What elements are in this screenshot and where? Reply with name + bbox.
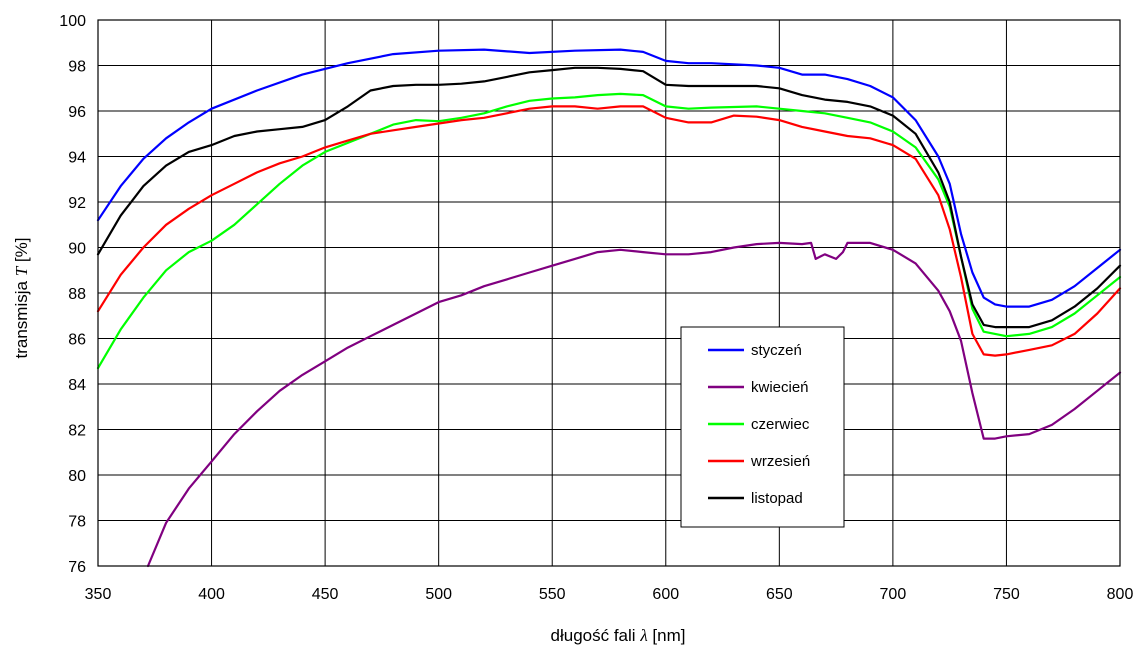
- x-axis-title: długość fali λ [nm]: [551, 626, 686, 645]
- y-tick-label: 80: [68, 468, 86, 485]
- legend-label: styczeń: [751, 342, 802, 359]
- x-tick-label: 400: [198, 586, 225, 603]
- y-axis-title-symbol: T: [12, 265, 31, 276]
- y-tick-label: 90: [68, 241, 86, 258]
- y-tick-label: 76: [68, 559, 86, 576]
- y-tick-label: 92: [68, 195, 86, 212]
- y-tick-label: 84: [68, 377, 86, 394]
- x-tick-label: 350: [85, 586, 112, 603]
- y-tick-label: 78: [68, 514, 86, 531]
- series-line-styczeń: [96, 48, 1122, 308]
- legend-box: [680, 326, 845, 528]
- x-tick-label: 700: [880, 586, 907, 603]
- y-tick-label: 98: [68, 59, 86, 76]
- x-tick-label: 650: [766, 586, 793, 603]
- legend-label: czerwiec: [751, 416, 810, 433]
- x-tick-label: 450: [312, 586, 339, 603]
- plot-frame: [97, 19, 1121, 567]
- y-axis-title-unit: [%]: [12, 238, 31, 263]
- y-tick-labels: 76 78 80 82 84 86 88 90 92 94 96 98 100: [59, 13, 86, 576]
- x-tick-label: 750: [993, 586, 1020, 603]
- x-tick-label: 800: [1107, 586, 1134, 603]
- series-line-kwiecień: [146, 241, 1122, 568]
- x-tick-labels: 350 400 450 500 550 600 650 700 750 800: [85, 586, 1134, 603]
- series-line-listopad: [96, 66, 1122, 329]
- y-axis-title-text: transmisja: [12, 280, 31, 358]
- y-tick-label: 82: [68, 423, 86, 440]
- x-tick-label: 600: [652, 586, 679, 603]
- series-line-wrzesień: [96, 105, 1122, 357]
- legend: styczeń kwiecień czerwiec wrzesień listopad: [680, 326, 845, 528]
- y-tick-label: 96: [68, 104, 86, 121]
- series-lines: [96, 48, 1122, 568]
- series-line-czerwiec: [96, 92, 1122, 370]
- x-tick-label: 500: [425, 586, 452, 603]
- x-axis-title-unit: [nm]: [652, 626, 685, 645]
- y-tick-label: 88: [68, 286, 86, 303]
- x-tick-label: 550: [539, 586, 566, 603]
- legend-label: kwiecień: [751, 379, 809, 396]
- y-tick-label: 100: [59, 13, 86, 30]
- x-axis-title-symbol: λ: [639, 626, 647, 645]
- x-axis-title-text: długość fali: [551, 626, 636, 645]
- legend-label: wrzesień: [750, 453, 810, 470]
- y-tick-label: 86: [68, 332, 86, 349]
- grid: [97, 19, 1121, 567]
- y-axis-title: transmisja T [%]: [12, 238, 31, 359]
- legend-label: listopad: [751, 490, 803, 507]
- y-tick-label: 94: [68, 150, 86, 167]
